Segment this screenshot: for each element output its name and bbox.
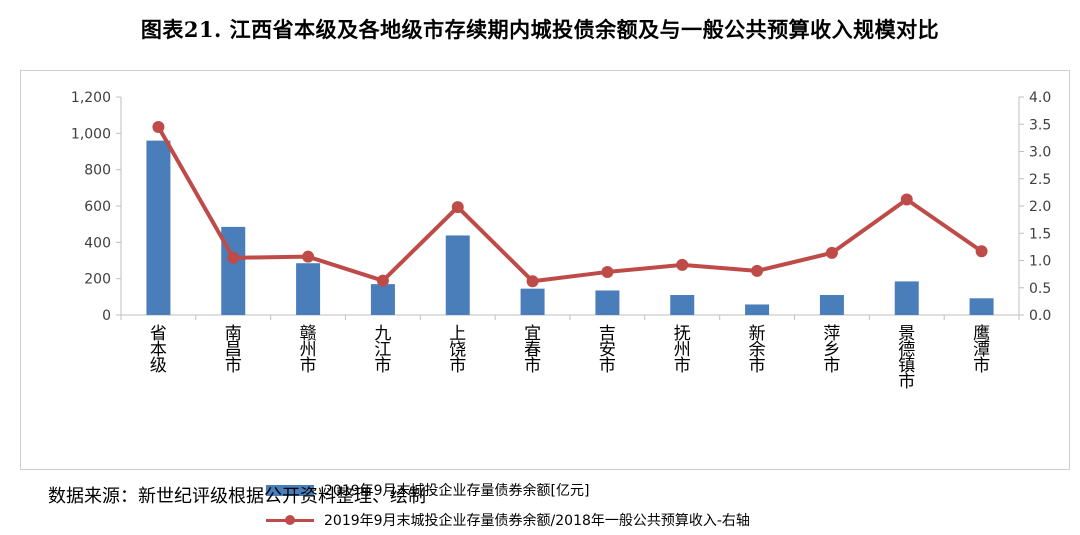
y-right-tick-label: 3.0 <box>1029 145 1051 161</box>
y-left-tick-label: 600 <box>84 199 111 215</box>
x-category-label: 新余市 <box>749 324 766 376</box>
x-category-label: 九江市 <box>374 324 391 376</box>
chart-title: 图表21. 江西省本级及各地级市存续期内城投债余额及与一般公共预算收入规模对比 <box>140 17 940 42</box>
y-left-tick-label: 0 <box>102 308 111 324</box>
legend-item-bar: 2019年9月末城投企业存量债券余额[亿元] <box>266 475 750 505</box>
y-right-tick-label: 1.0 <box>1029 254 1051 270</box>
x-category-label: 萍乡市 <box>823 324 840 376</box>
x-category-label: 赣州市 <box>300 324 317 376</box>
bar-景德镇市 <box>894 281 919 315</box>
ratio-point-新余市 <box>751 264 764 277</box>
x-category-label: 宜春市 <box>524 324 541 376</box>
x-category-label: 省本级 <box>150 324 167 376</box>
ratio-point-九江市 <box>376 274 389 287</box>
ratio-point-景德镇市 <box>900 193 913 206</box>
legend-line-swatch <box>266 514 314 526</box>
x-category-label: 鹰潭市 <box>973 324 990 376</box>
ratio-point-吉安市 <box>601 265 614 278</box>
y-left-tick-label: 800 <box>84 163 111 179</box>
x-category-label: 吉安市 <box>599 324 616 376</box>
y-left-tick-label: 1,000 <box>71 126 111 142</box>
bar-新余市 <box>745 304 770 315</box>
y-right-tick-label: 1.5 <box>1029 226 1051 242</box>
legend-item-line: 2019年9月末城投企业存量债券余额/2018年一般公共预算收入-右轴 <box>266 505 750 535</box>
bar-鹰潭市 <box>969 298 994 315</box>
bar-吉安市 <box>595 290 620 315</box>
y-right-tick-label: 0.5 <box>1029 281 1051 297</box>
y-right-tick-label: 3.5 <box>1029 117 1051 133</box>
ratio-point-赣州市 <box>302 250 315 263</box>
ratio-line <box>156 125 983 284</box>
ratio-point-宜春市 <box>526 275 539 288</box>
legend-label-bar: 2019年9月末城投企业存量债券余额[亿元] <box>324 483 590 499</box>
legend-label-line: 2019年9月末城投企业存量债券余额/2018年一般公共预算收入-右轴 <box>324 513 750 529</box>
bar-九江市 <box>370 284 395 315</box>
x-category-label: 景德镇市 <box>898 324 915 392</box>
bar-抚州市 <box>670 295 695 315</box>
y-right-tick-label: 0.0 <box>1029 308 1051 324</box>
ratio-point-上饶市 <box>451 201 464 214</box>
bar-省本级 <box>146 140 171 315</box>
ratio-point-抚州市 <box>676 258 689 271</box>
legend-bar-swatch <box>266 484 314 496</box>
ratio-point-省本级 <box>152 120 165 133</box>
chart-frame: 0 200 400 600 800 1,000 1,200 0.0 0.5 1.0 1.5 2.0 2.… <box>20 70 1070 529</box>
bar-萍乡市 <box>819 295 844 315</box>
combo-chart: 0 200 400 600 800 1,000 1,200 0.0 0.5 1.0 1.5 2.0 2.… <box>71 90 1051 392</box>
y-right-tick-label: 4.0 <box>1029 90 1051 106</box>
x-category-label: 抚州市 <box>674 324 691 376</box>
ratio-point-萍乡市 <box>825 246 838 259</box>
x-category-label: 上饶市 <box>449 324 466 376</box>
ratio-point-鹰潭市 <box>975 245 988 258</box>
ratio-point-南昌市 <box>227 251 240 264</box>
y-left-tick-label: 400 <box>84 235 111 251</box>
bar-宜春市 <box>520 288 545 315</box>
bar-上饶市 <box>445 235 470 315</box>
y-right-tick-label: 2.0 <box>1029 199 1051 215</box>
y-right-tick-label: 2.5 <box>1029 172 1051 188</box>
data-source: 数据来源：新世纪评级根据公开资料整理、绘制 <box>48 486 426 507</box>
y-left-tick-label: 1,200 <box>71 90 111 106</box>
x-category-label: 南昌市 <box>225 324 242 376</box>
bar-赣州市 <box>296 263 321 315</box>
y-left-tick-label: 200 <box>84 272 111 288</box>
